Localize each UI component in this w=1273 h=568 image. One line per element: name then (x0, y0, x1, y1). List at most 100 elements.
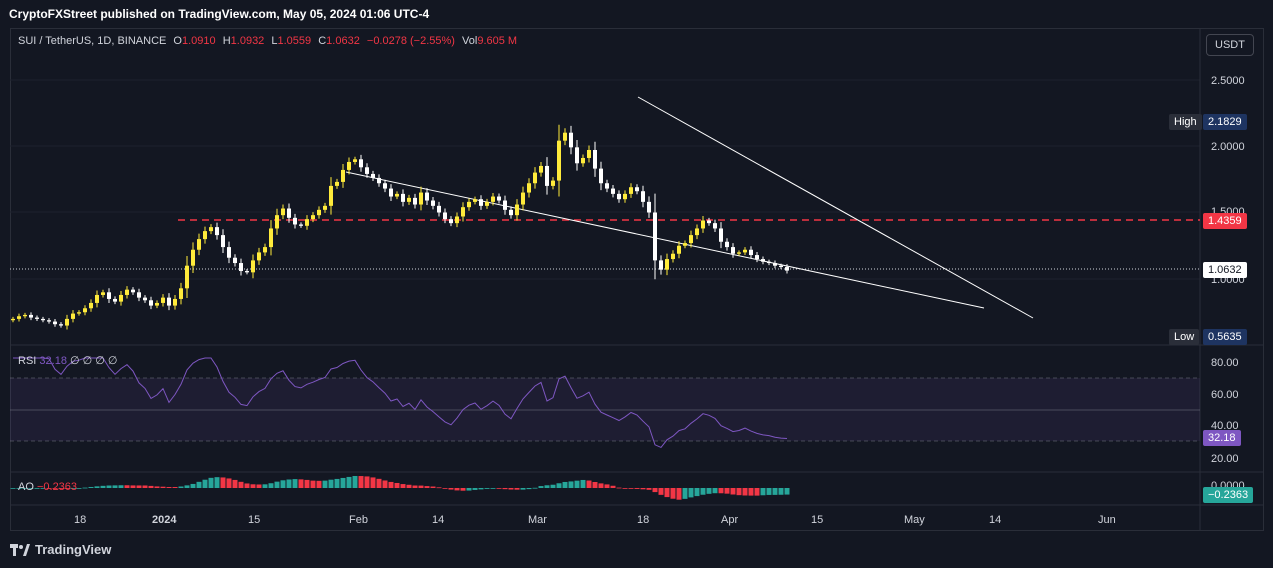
candle-body[interactable] (275, 215, 279, 229)
candle-body[interactable] (587, 149, 591, 158)
candle-body[interactable] (725, 241, 729, 248)
candle-body[interactable] (653, 212, 657, 261)
candle-body[interactable] (245, 271, 249, 273)
candle-body[interactable] (665, 259, 669, 270)
candle-body[interactable] (641, 191, 645, 202)
candle-body[interactable] (197, 239, 201, 250)
candle-body[interactable] (347, 161, 351, 170)
candle-body[interactable] (29, 314, 33, 318)
candle-body[interactable] (269, 228, 273, 248)
candle-body[interactable] (209, 227, 213, 232)
candle-body[interactable] (383, 183, 387, 189)
tradingview-logo[interactable]: TradingView (10, 542, 111, 557)
candle-body[interactable] (323, 205, 327, 210)
candle-body[interactable] (167, 297, 171, 306)
candle-body[interactable] (17, 316, 21, 319)
candle-body[interactable] (173, 298, 177, 306)
candle-body[interactable] (749, 249, 753, 256)
currency-button[interactable]: USDT (1206, 34, 1254, 56)
candle-body[interactable] (299, 224, 303, 226)
candle-body[interactable] (545, 165, 549, 186)
candle-body[interactable] (371, 173, 375, 178)
candle-body[interactable] (395, 193, 399, 197)
candle-body[interactable] (593, 149, 597, 169)
candle-body[interactable] (449, 219, 453, 224)
candle-body[interactable] (479, 199, 483, 206)
candle-body[interactable] (191, 249, 195, 266)
candle-body[interactable] (623, 193, 627, 200)
candle-body[interactable] (353, 159, 357, 162)
candle-body[interactable] (707, 220, 711, 224)
candle-body[interactable] (743, 249, 747, 253)
candle-body[interactable] (407, 197, 411, 202)
candle-body[interactable] (47, 320, 51, 322)
candle-body[interactable] (305, 219, 309, 226)
candle-body[interactable] (215, 227, 219, 236)
candle-body[interactable] (401, 193, 405, 202)
candle-body[interactable] (359, 159, 363, 168)
candle-body[interactable] (431, 200, 435, 206)
ao-label[interactable]: AO (18, 481, 34, 493)
candle-body[interactable] (485, 201, 489, 206)
candle-body[interactable] (569, 132, 573, 148)
upper-trendline[interactable] (637, 96, 1034, 319)
candle-body[interactable] (11, 318, 15, 321)
candle-body[interactable] (701, 220, 705, 229)
symbol-label[interactable]: SUI / TetherUS, 1D, BINANCE (18, 35, 167, 47)
candle-body[interactable] (341, 169, 345, 182)
candle-body[interactable] (155, 302, 159, 306)
candle-body[interactable] (491, 196, 495, 202)
candle-body[interactable] (539, 165, 543, 173)
candle-body[interactable] (425, 192, 429, 201)
candle-body[interactable] (113, 298, 117, 302)
candle-body[interactable] (731, 247, 735, 254)
candle-body[interactable] (581, 157, 585, 164)
lower-trendline[interactable] (345, 171, 985, 309)
candle-body[interactable] (503, 200, 507, 210)
candle-body[interactable] (185, 265, 189, 289)
candle-body[interactable] (713, 223, 717, 229)
candle-body[interactable] (671, 253, 675, 260)
candle-body[interactable] (389, 188, 393, 197)
candle-body[interactable] (329, 185, 333, 206)
candle-body[interactable] (635, 187, 639, 192)
candle-body[interactable] (629, 187, 633, 194)
candle-body[interactable] (281, 208, 285, 216)
candle-body[interactable] (779, 265, 783, 268)
candle-body[interactable] (335, 181, 339, 186)
candle-body[interactable] (119, 294, 123, 302)
candle-body[interactable] (659, 260, 663, 270)
candle-body[interactable] (527, 183, 531, 193)
candle-body[interactable] (53, 321, 57, 325)
candle-body[interactable] (737, 252, 741, 254)
candle-body[interactable] (257, 252, 261, 261)
candle-body[interactable] (755, 255, 759, 260)
candle-body[interactable] (131, 289, 135, 293)
candle-body[interactable] (461, 207, 465, 217)
candle-body[interactable] (695, 228, 699, 236)
candle-body[interactable] (515, 204, 519, 216)
candle-body[interactable] (761, 259, 765, 262)
candle-body[interactable] (533, 172, 537, 184)
candle-body[interactable] (227, 247, 231, 258)
candle-body[interactable] (377, 177, 381, 184)
candle-body[interactable] (563, 132, 567, 141)
candle-body[interactable] (617, 193, 621, 200)
candle-body[interactable] (365, 167, 369, 174)
candle-body[interactable] (161, 297, 165, 303)
candle-body[interactable] (317, 209, 321, 216)
candle-body[interactable] (293, 217, 297, 225)
candle-body[interactable] (41, 318, 45, 321)
candle-body[interactable] (107, 292, 111, 299)
candle-body[interactable] (71, 313, 75, 319)
candle-body[interactable] (35, 317, 39, 319)
candle-body[interactable] (455, 216, 459, 224)
candle-body[interactable] (689, 235, 693, 244)
candle-body[interactable] (599, 168, 603, 184)
candle-body[interactable] (65, 318, 69, 326)
candle-body[interactable] (443, 212, 447, 220)
candle-body[interactable] (683, 243, 687, 246)
candle-body[interactable] (719, 228, 723, 242)
candle-body[interactable] (287, 208, 291, 218)
